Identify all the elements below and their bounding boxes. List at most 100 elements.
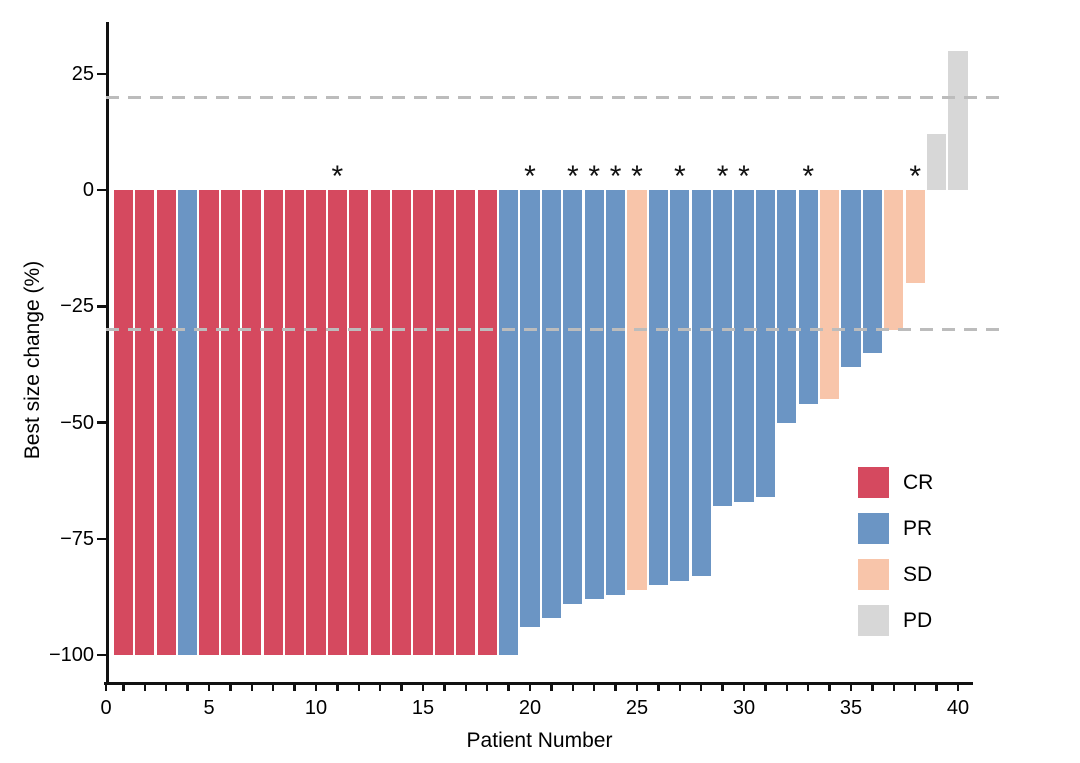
significance-asterisk-patient-22: * xyxy=(566,160,579,193)
x-tick-label: 35 xyxy=(839,697,863,719)
x-tick xyxy=(229,684,232,691)
x-tick xyxy=(635,684,639,691)
x-tick-label: 5 xyxy=(203,697,215,719)
x-tick xyxy=(485,684,489,691)
legend-label-pd: PD xyxy=(903,609,933,632)
bar-patient-16 xyxy=(434,190,455,655)
x-tick xyxy=(143,684,147,691)
bar-patient-25 xyxy=(627,190,647,590)
x-tick xyxy=(721,684,724,691)
y-tick xyxy=(97,188,106,192)
x-tick xyxy=(122,684,125,691)
y-axis-line xyxy=(106,22,109,684)
legend-swatch-cr xyxy=(858,467,889,498)
x-tick xyxy=(571,684,575,691)
significance-asterisk-patient-33: * xyxy=(802,160,815,193)
y-tick xyxy=(97,72,106,75)
y-tick-label: −50 xyxy=(60,411,94,434)
x-tick-label: 20 xyxy=(518,697,542,719)
x-tick-label: 40 xyxy=(946,697,970,719)
x-tick xyxy=(699,684,703,691)
significance-asterisk-patient-27: * xyxy=(673,160,686,193)
bar-patient-7 xyxy=(242,190,262,655)
y-tick-label: 0 xyxy=(82,179,94,201)
bar-patient-13 xyxy=(370,190,390,655)
y-tick-label: −25 xyxy=(60,295,94,318)
x-tick xyxy=(592,684,596,691)
y-axis-title: Best size change (%) xyxy=(21,260,44,460)
x-tick xyxy=(614,684,617,691)
bar-patient-24 xyxy=(605,190,626,595)
y-tick-label: 25 xyxy=(71,62,94,85)
legend-item-pd: PD xyxy=(858,605,933,636)
legend-item-cr: CR xyxy=(858,467,933,498)
bar-patient-11 xyxy=(327,190,348,655)
x-tick xyxy=(806,684,810,691)
bar-patient-38 xyxy=(905,190,925,283)
x-tick-label: 25 xyxy=(625,697,649,719)
bar-patient-9 xyxy=(284,190,305,655)
x-tick xyxy=(892,684,896,691)
bar-patient-35 xyxy=(841,190,861,367)
x-tick xyxy=(935,684,938,691)
bar-patient-20 xyxy=(520,190,540,628)
legend-label-sd: SD xyxy=(903,563,933,586)
x-tick-label: 15 xyxy=(411,697,435,719)
bar-patient-31 xyxy=(755,190,776,497)
y-tick xyxy=(97,421,106,424)
bar-patient-33 xyxy=(798,190,818,404)
x-tick xyxy=(250,684,254,691)
bar-patient-15 xyxy=(413,190,433,655)
bar-patient-40 xyxy=(948,50,968,190)
bar-patient-1 xyxy=(113,190,134,655)
x-tick xyxy=(849,684,853,691)
bar-patient-10 xyxy=(306,190,326,655)
legend-item-sd: SD xyxy=(858,559,933,590)
x-tick xyxy=(314,684,318,691)
y-tick xyxy=(97,537,106,540)
x-tick xyxy=(271,684,275,691)
x-tick xyxy=(104,684,108,691)
x-tick-label: 10 xyxy=(304,697,328,719)
significance-asterisk-patient-23: * xyxy=(588,160,601,193)
significance-asterisk-patient-11: * xyxy=(331,160,344,193)
bar-patient-6 xyxy=(220,190,241,655)
bar-patient-2 xyxy=(135,190,155,655)
bar-patient-18 xyxy=(477,190,497,655)
x-tick xyxy=(785,684,789,691)
x-tick xyxy=(678,684,682,691)
legend: CR PR SD PD xyxy=(858,467,933,651)
bar-patient-26 xyxy=(648,190,669,586)
significance-asterisk-patient-30: * xyxy=(738,160,750,193)
bar-patient-17 xyxy=(456,190,476,655)
x-tick xyxy=(357,684,361,691)
bar-patient-5 xyxy=(199,190,219,655)
bar-patient-28 xyxy=(691,190,711,576)
x-tick xyxy=(507,684,510,691)
bar-patient-30 xyxy=(734,190,754,502)
bar-patient-22 xyxy=(563,190,583,604)
x-tick xyxy=(293,684,296,691)
y-tick-label: −75 xyxy=(60,527,94,550)
threshold-line-minus30 xyxy=(106,328,1008,331)
bar-patient-14 xyxy=(391,190,412,655)
significance-asterisk-patient-38: * xyxy=(909,160,922,193)
x-tick xyxy=(186,684,189,691)
x-axis-line xyxy=(104,682,973,685)
x-axis-title: Patient Number xyxy=(466,729,613,752)
y-tick xyxy=(97,653,106,657)
x-tick xyxy=(550,684,553,691)
bar-patient-37 xyxy=(884,190,904,330)
x-tick xyxy=(464,684,468,691)
bar-patient-8 xyxy=(263,190,283,655)
legend-swatch-sd xyxy=(858,559,889,590)
x-tick-label: 30 xyxy=(732,697,756,719)
x-tick xyxy=(828,684,831,691)
significance-asterisk-patient-24: * xyxy=(609,160,622,193)
legend-label-pr: PR xyxy=(903,517,933,540)
threshold-line-plus20 xyxy=(106,95,1008,99)
legend-swatch-pr xyxy=(858,513,889,544)
x-tick xyxy=(400,684,403,691)
x-tick xyxy=(871,684,874,691)
